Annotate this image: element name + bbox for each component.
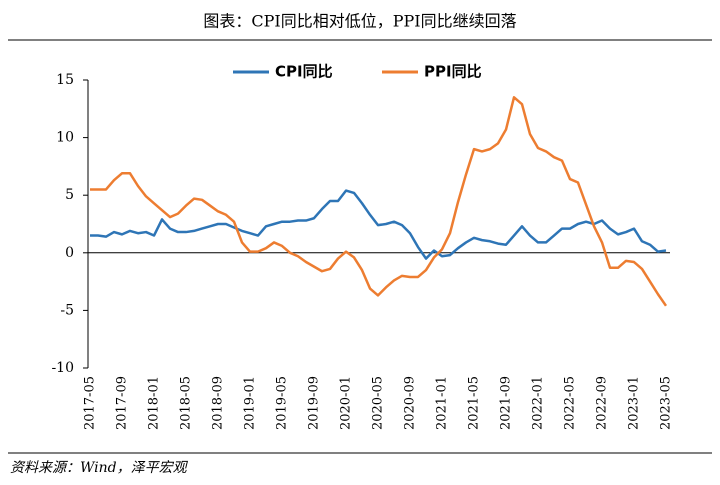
x-tick-label: 2020-05 — [371, 376, 386, 430]
y-tick-label: 5 — [65, 187, 74, 203]
y-tick-label: -5 — [60, 302, 74, 318]
x-tick-label: 2019-05 — [275, 376, 290, 430]
x-tick-label: 2021-05 — [467, 376, 482, 430]
x-tick-label: 2022-09 — [595, 376, 610, 430]
series-line — [90, 189, 667, 260]
y-tick-label: -10 — [51, 360, 74, 376]
x-tick-label: 2023-05 — [659, 376, 674, 430]
y-tick-label: 15 — [56, 72, 74, 88]
x-tick-label: 2019-01 — [243, 376, 258, 430]
x-tick-label: 2022-05 — [563, 376, 578, 430]
series-line — [90, 96, 668, 307]
x-tick-label: 2018-09 — [211, 376, 226, 430]
chart-title: 图表：CPI同比相对低位，PPI同比继续回落 — [203, 12, 516, 31]
x-tick-label: 2017-05 — [83, 376, 98, 430]
x-tick-label: 2018-05 — [179, 376, 194, 430]
x-tick-label: 2023-01 — [627, 376, 642, 430]
x-tick-label: 2018-01 — [147, 376, 162, 430]
x-tick-label: 2021-01 — [435, 376, 450, 430]
x-tick-label: 2019-09 — [307, 376, 322, 430]
source-note: 资料来源：Wind，泽平宏观 — [10, 460, 189, 476]
legend-label: PPI同比 — [424, 63, 482, 81]
x-tick-label: 2020-01 — [339, 376, 354, 430]
y-tick-label: 10 — [56, 130, 74, 146]
x-tick-label: 2021-09 — [499, 376, 514, 430]
legend-label: CPI同比 — [275, 63, 333, 81]
x-tick-label: 2022-01 — [531, 376, 546, 430]
y-tick-label: 0 — [65, 245, 74, 261]
x-tick-label: 2017-09 — [115, 376, 130, 430]
x-tick-label: 2020-09 — [403, 376, 418, 430]
